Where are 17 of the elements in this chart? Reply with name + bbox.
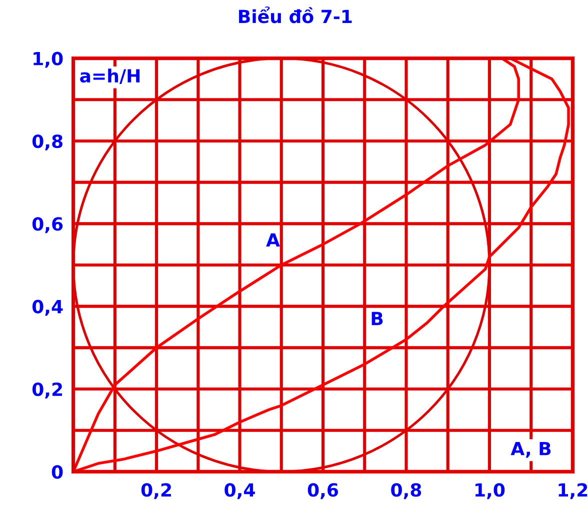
y-tick-label: 0,4: [32, 300, 63, 316]
y-tick-label: 0,2: [32, 382, 62, 398]
x-tick-label: 0,2: [141, 483, 171, 500]
x-tick-label: 0,6: [308, 483, 338, 500]
y-tick-label: 0,6: [32, 217, 63, 234]
y-tick-label: 0,8: [32, 134, 62, 150]
x-tick-label: 0,4: [224, 483, 255, 500]
x-tick-label: 0,8: [391, 483, 422, 500]
series-label: B: [372, 312, 383, 326]
x-axis-title: A, B: [510, 442, 551, 458]
x-tick-label: 1,2: [558, 483, 588, 500]
chart-title: Biểu đồ 7-1: [239, 6, 352, 24]
y-axis-title: a=h/H: [80, 68, 140, 84]
x-tick-label: 1,0: [476, 483, 505, 500]
y-tick-label: 1,0: [34, 52, 63, 68]
y-tick-label: 0: [52, 465, 63, 479]
series-label: A: [266, 233, 280, 247]
